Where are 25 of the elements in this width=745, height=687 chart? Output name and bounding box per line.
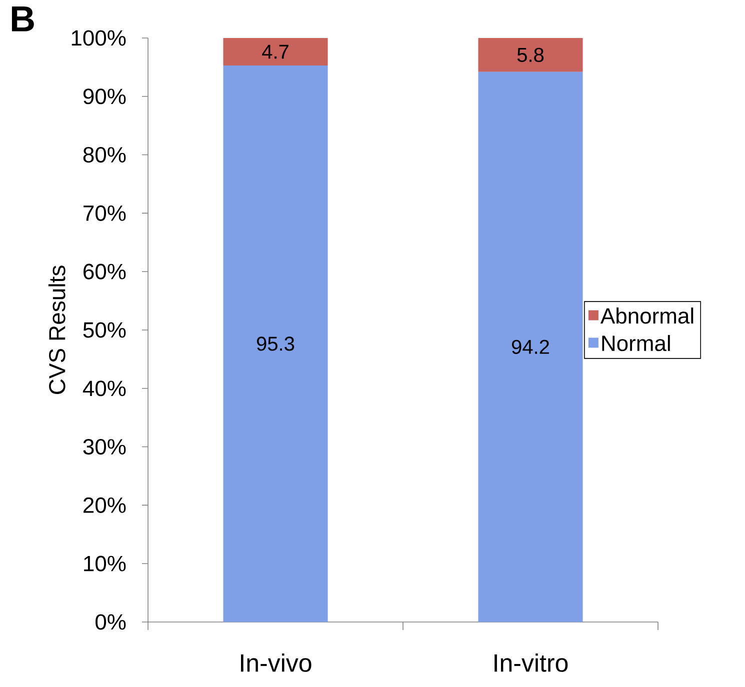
y-tick-label: 30%: [83, 438, 126, 455]
bar: [223, 38, 328, 66]
legend-label: Abnormal: [600, 308, 694, 324]
y-tick-label: 40%: [82, 380, 126, 396]
y-tick-label: 10%: [84, 556, 126, 572]
bar: [223, 65, 328, 622]
y-tick-label: 80%: [83, 146, 126, 163]
data-label: 94.2: [512, 340, 549, 354]
y-axis-title: CVS Results: [48, 266, 66, 394]
x-tick-label: In-vivo: [240, 654, 312, 672]
legend-label: Normal: [602, 334, 670, 352]
y-tick-label: 60%: [84, 264, 126, 280]
data-label: 5.8: [517, 48, 544, 62]
y-tick-label: 70%: [84, 205, 126, 221]
bar: [478, 72, 583, 622]
y-tick-label: 90%: [83, 88, 126, 104]
bar: [478, 38, 583, 72]
y-tick-label: 0%: [96, 614, 126, 630]
x-tick-label: In-vitro: [494, 654, 568, 672]
data-label: 95.3: [256, 336, 294, 351]
data-label: 4.7: [262, 44, 288, 59]
y-tick-label: 20%: [84, 497, 126, 513]
y-tick-label: 50%: [83, 322, 126, 338]
text: B: [12, 6, 34, 32]
y-tick-label: 100%: [72, 30, 126, 46]
